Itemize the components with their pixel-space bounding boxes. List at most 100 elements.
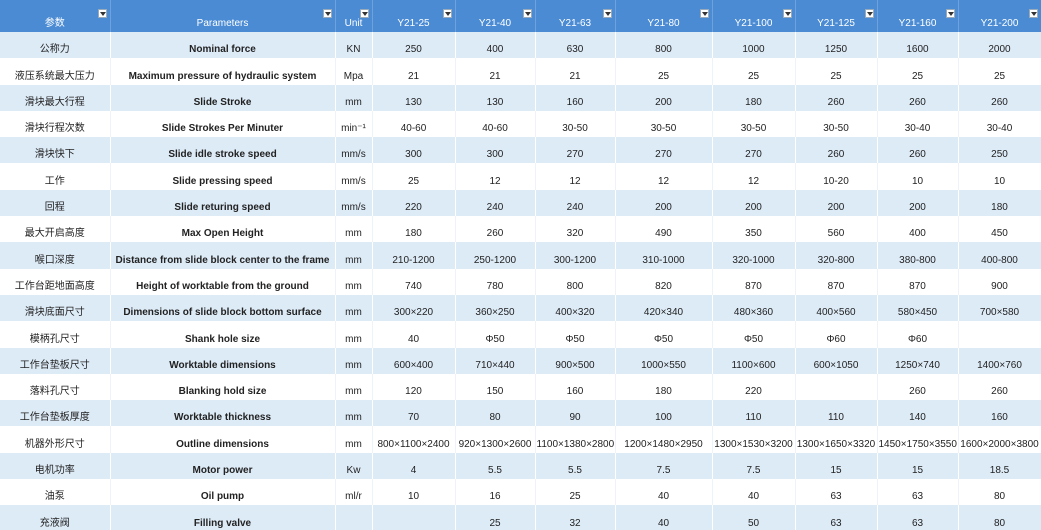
param-cn: 工作	[0, 163, 111, 190]
filter-button[interactable]	[864, 9, 874, 18]
param-cn: 滑块最大行程	[0, 84, 111, 111]
value-cell: 7.5	[615, 452, 713, 480]
value-cell: 1250	[795, 32, 878, 59]
header-row: 参数 Parameters Unit Y21-25 Y21-40 Y21-63 Y21-80…	[0, 0, 1041, 32]
value-cell: 80	[958, 505, 1041, 530]
value-cell: 1450×1750×3550	[877, 426, 959, 453]
value-cell: 10	[372, 479, 456, 506]
table-row: 液压系统最大压力 Maximum pressure of hydraulic sy…	[0, 58, 1041, 85]
param-en: Blanking hold size	[110, 373, 336, 401]
value-cell: 600×1050	[795, 347, 878, 374]
filter-button[interactable]	[1028, 9, 1038, 18]
value-cell: 10	[958, 163, 1041, 190]
table-row: 滑块底面尺寸 Dimensions of slide block bottom s…	[0, 294, 1041, 322]
filter-button[interactable]	[945, 9, 955, 18]
value-cell: 260	[877, 373, 959, 401]
table-row: 机器外形尺寸 Outline dimensions mm 800×1100×2400 9…	[0, 426, 1041, 453]
value-cell: 820	[615, 268, 713, 295]
value-cell: 15	[877, 452, 959, 480]
unit-cell: mm/s	[335, 137, 373, 164]
header-cell: Y21-40	[455, 0, 536, 32]
param-cn: 机器外形尺寸	[0, 426, 111, 453]
value-cell: 300	[372, 137, 456, 164]
header-cell: Y21-80	[615, 0, 713, 32]
header-text: 参数	[44, 18, 65, 29]
param-en: Height of worktable from the ground	[110, 268, 336, 295]
value-cell: 260	[958, 373, 1041, 401]
value-cell: 200	[615, 189, 713, 217]
header-text: Y21-160	[898, 18, 937, 29]
param-cn: 液压系统最大压力	[0, 58, 111, 85]
value-cell: 40	[615, 505, 713, 530]
header-cell: Y21-63	[535, 0, 616, 32]
value-cell: 1400×760	[958, 347, 1041, 374]
header-text: Y21-63	[558, 18, 592, 29]
value-cell: Φ60	[795, 321, 878, 348]
value-cell: 180	[615, 373, 713, 401]
value-cell: 7.5	[712, 452, 796, 480]
value-cell: 360×250	[455, 294, 536, 322]
param-en: Worktable thickness	[110, 400, 336, 427]
value-cell: 140	[877, 400, 959, 427]
filter-button[interactable]	[522, 9, 532, 18]
value-cell: 25	[372, 163, 456, 190]
value-cell: 300-1200	[535, 242, 616, 269]
value-cell: 150	[455, 373, 536, 401]
value-cell: 260	[877, 137, 959, 164]
value-cell: 30-50	[535, 110, 616, 138]
param-cn: 滑块底面尺寸	[0, 294, 111, 322]
value-cell: 16	[455, 479, 536, 506]
value-cell: 300×220	[372, 294, 456, 322]
value-cell: 32	[535, 505, 616, 530]
value-cell: 260	[795, 84, 878, 111]
value-cell: 30-50	[795, 110, 878, 138]
value-cell: 250	[958, 137, 1041, 164]
value-cell: 700×580	[958, 294, 1041, 322]
param-cn: 最大开启高度	[0, 216, 111, 243]
value-cell: 870	[877, 268, 959, 295]
value-cell: 800	[615, 32, 713, 59]
value-cell: 200	[795, 189, 878, 217]
param-en: Maximum pressure of hydraulic system	[110, 58, 336, 85]
value-cell: 63	[877, 479, 959, 506]
value-cell: 40-60	[372, 110, 456, 138]
param-en: Nominal force	[110, 32, 336, 59]
value-cell: 1200×1480×2950	[615, 426, 713, 453]
filter-button[interactable]	[359, 9, 369, 18]
header-text: Y21-25	[397, 18, 430, 29]
value-cell: Φ50	[712, 321, 796, 348]
unit-cell: Kw	[335, 452, 373, 480]
value-cell: 580×450	[877, 294, 959, 322]
header-text: Y21-200	[980, 18, 1019, 29]
value-cell: 400×320	[535, 294, 616, 322]
value-cell: Φ50	[455, 321, 536, 348]
table-row: 充液阀 Filling valve 25 32 40 50 63 63 80	[0, 505, 1041, 530]
filter-button[interactable]	[699, 9, 709, 18]
value-cell: 250-1200	[455, 242, 536, 269]
table-row: 滑块最大行程 Slide Stroke mm 130 130 160 200 180 260 26…	[0, 84, 1041, 111]
filter-button[interactable]	[322, 9, 332, 18]
value-cell: 12	[535, 163, 616, 190]
table-row: 滑块行程次数 Slide Strokes Per Minuter min⁻¹ 40-6…	[0, 110, 1041, 138]
unit-cell: Mpa	[335, 58, 373, 85]
value-cell: Φ60	[877, 321, 959, 348]
unit-cell: mm	[335, 321, 373, 348]
filter-button[interactable]	[97, 9, 107, 18]
filter-button[interactable]	[602, 9, 612, 18]
value-cell: 40-60	[455, 110, 536, 138]
filter-button[interactable]	[782, 9, 792, 18]
value-cell: 18.5	[958, 452, 1041, 480]
value-cell: 560	[795, 216, 878, 243]
table-row: 最大开启高度 Max Open Height mm 180 260 320 490 350 56…	[0, 216, 1041, 243]
value-cell: 270	[535, 137, 616, 164]
header-text: Parameters	[196, 18, 249, 29]
param-en: Motor power	[110, 452, 336, 480]
value-cell: 80	[455, 400, 536, 427]
value-cell: 420×340	[615, 294, 713, 322]
value-cell: 25	[535, 479, 616, 506]
param-cn: 充液阀	[0, 505, 111, 530]
unit-cell: mm	[335, 84, 373, 111]
value-cell: 260	[795, 137, 878, 164]
filter-button[interactable]	[442, 9, 452, 18]
value-cell: 1000×550	[615, 347, 713, 374]
